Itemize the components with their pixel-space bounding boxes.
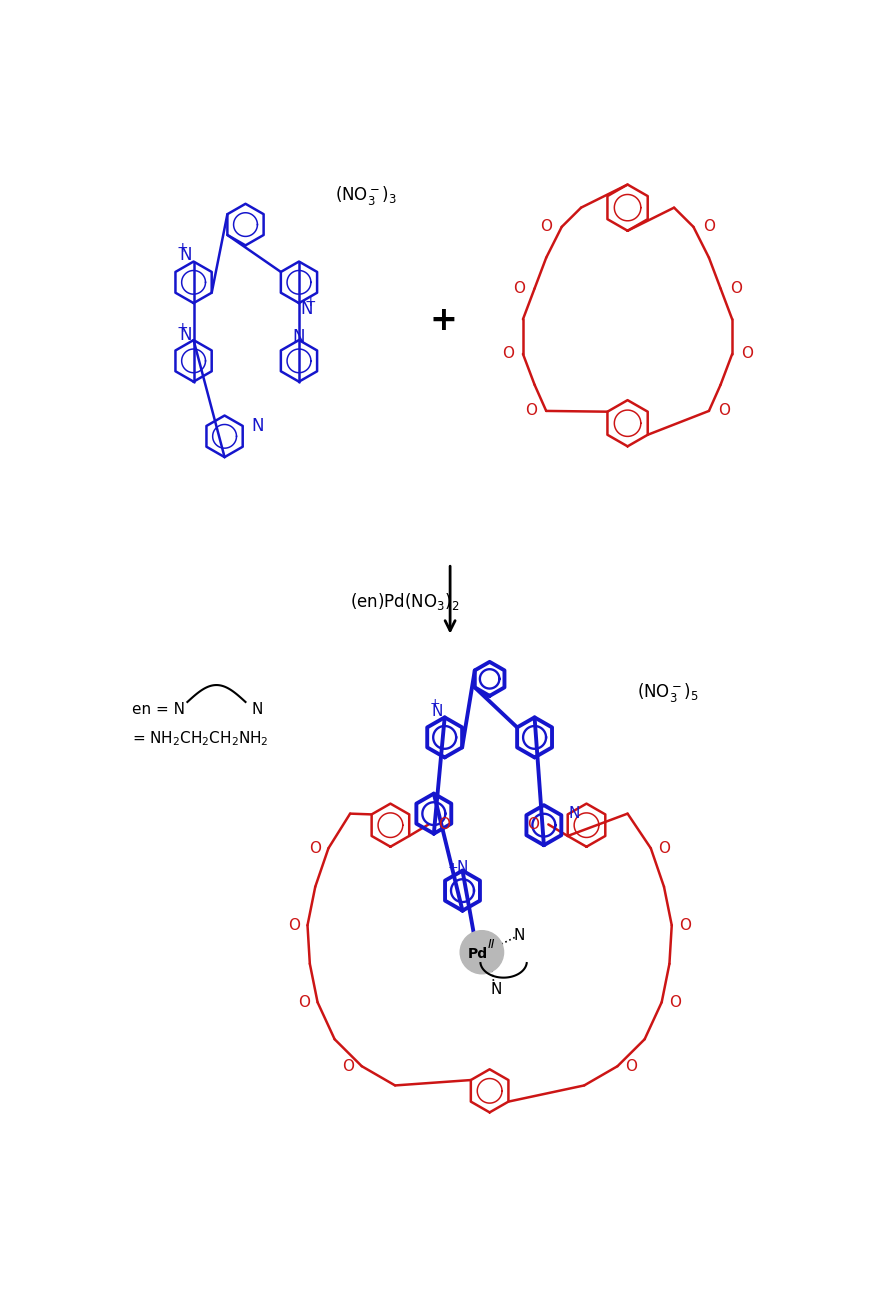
Text: O: O	[624, 1058, 637, 1074]
Text: Pd: Pd	[467, 947, 487, 960]
Text: +: +	[428, 304, 457, 338]
Text: O: O	[669, 995, 680, 1009]
Text: en = N: en = N	[132, 703, 184, 717]
Text: N: N	[300, 300, 313, 318]
Text: O: O	[308, 841, 320, 855]
Text: O: O	[540, 220, 551, 234]
Text: (NO$_3^-$)$_3$: (NO$_3^-$)$_3$	[335, 184, 396, 207]
Text: O: O	[702, 220, 714, 234]
Text: O: O	[501, 347, 513, 361]
Text: N: N	[457, 861, 468, 875]
Text: N: N	[179, 246, 191, 264]
Text: +: +	[176, 241, 188, 255]
Text: O: O	[717, 404, 730, 418]
Text: (NO$_3^-$)$_5$: (NO$_3^-$)$_5$	[637, 681, 698, 704]
Text: O: O	[287, 917, 299, 933]
Text: O: O	[342, 1058, 354, 1074]
Text: N: N	[567, 806, 579, 822]
Text: O: O	[679, 917, 691, 933]
Text: O: O	[437, 817, 450, 832]
Text: O: O	[513, 281, 525, 296]
Text: O: O	[527, 817, 538, 832]
Text: O: O	[658, 841, 670, 855]
Text: +: +	[304, 295, 315, 308]
Text: N: N	[513, 928, 524, 943]
Text: +: +	[176, 321, 188, 335]
Text: O: O	[741, 347, 752, 361]
Text: +: +	[448, 861, 458, 873]
Text: (en)Pd(NO$_3$)$_2$: (en)Pd(NO$_3$)$_2$	[349, 591, 459, 612]
Text: O: O	[524, 404, 536, 418]
Text: N: N	[490, 982, 501, 996]
Text: N: N	[251, 703, 263, 717]
Circle shape	[460, 930, 503, 974]
Text: N: N	[251, 417, 263, 435]
Text: O: O	[729, 281, 741, 296]
Text: O: O	[298, 995, 309, 1009]
Text: II: II	[487, 938, 494, 951]
Text: N: N	[431, 704, 443, 718]
Text: +: +	[428, 697, 439, 710]
Text: N: N	[179, 326, 191, 344]
Text: = NH$_2$CH$_2$CH$_2$NH$_2$: = NH$_2$CH$_2$CH$_2$NH$_2$	[132, 730, 268, 748]
Text: N: N	[292, 327, 305, 345]
